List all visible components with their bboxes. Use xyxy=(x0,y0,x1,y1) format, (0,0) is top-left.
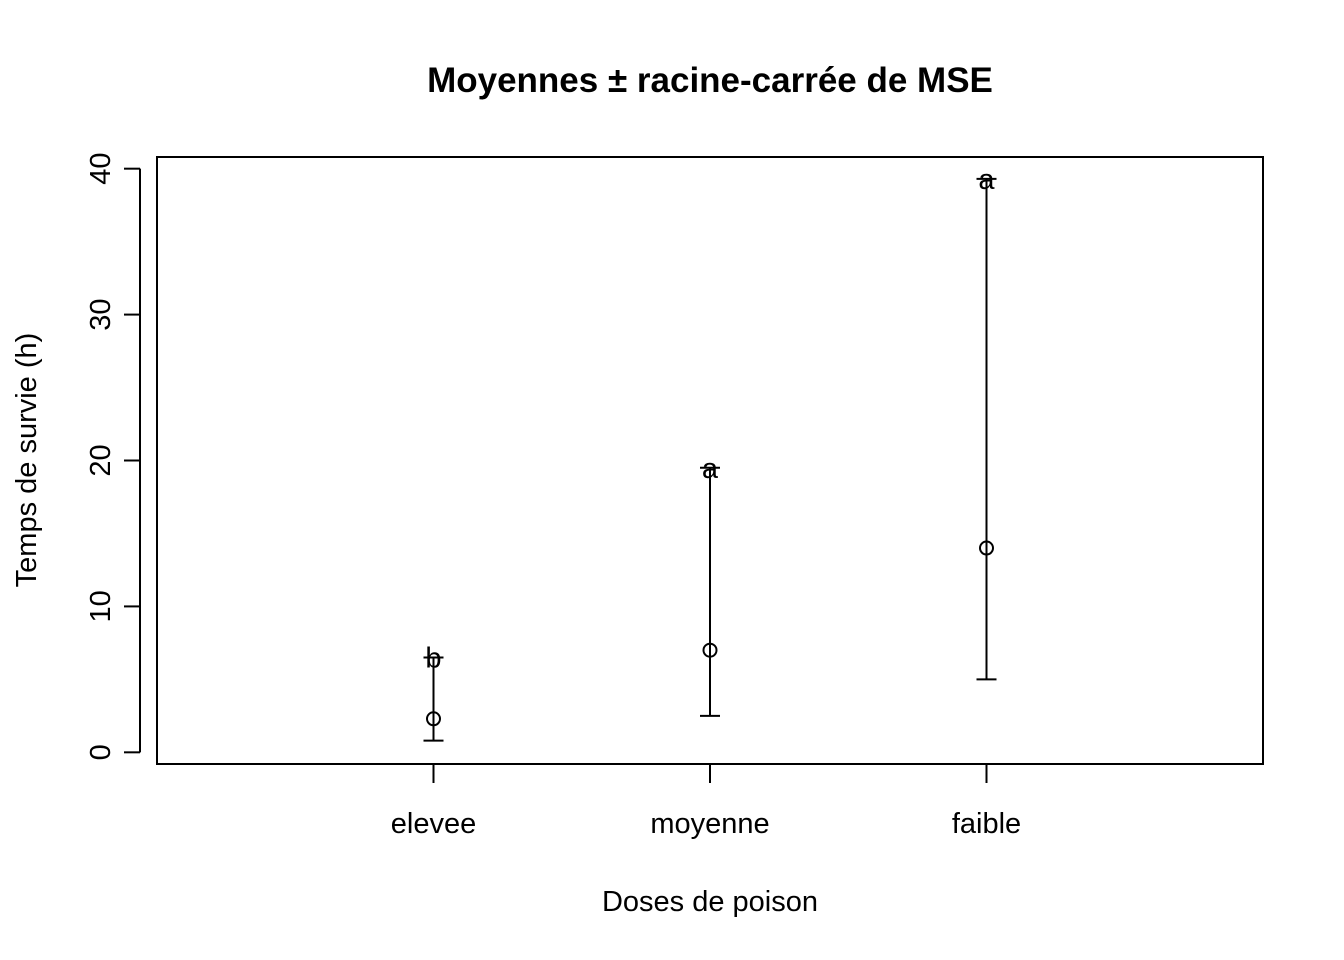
mean-points xyxy=(426,540,994,727)
y-tick-label: 40 xyxy=(85,153,117,185)
y-axis: 0 10 20 30 40 xyxy=(85,153,141,760)
mean-point xyxy=(702,642,718,658)
x-tick-label: faible xyxy=(952,808,1021,840)
x-axis: elevee moyenne faible xyxy=(391,764,1021,840)
y-tick-label: 10 xyxy=(85,590,117,622)
x-axis-label: Doses de poison xyxy=(602,886,818,918)
mean-point xyxy=(979,540,994,556)
group-letter: a xyxy=(702,453,719,485)
group-letters: b a a xyxy=(425,164,995,675)
y-tick-label: 20 xyxy=(85,444,117,476)
y-tick-label: 30 xyxy=(85,298,117,330)
chart-title: Moyennes ± racine-carrée de MSE xyxy=(427,61,993,100)
y-tick-label: 0 xyxy=(85,744,117,760)
y-axis-label: Temps de survie (h) xyxy=(11,333,43,588)
group-letter: b xyxy=(425,642,441,674)
x-tick-label: elevee xyxy=(391,808,476,840)
x-tick-label: moyenne xyxy=(650,808,769,840)
mean-point xyxy=(426,711,441,727)
group-letter: a xyxy=(978,164,995,196)
error-bars xyxy=(423,177,997,742)
